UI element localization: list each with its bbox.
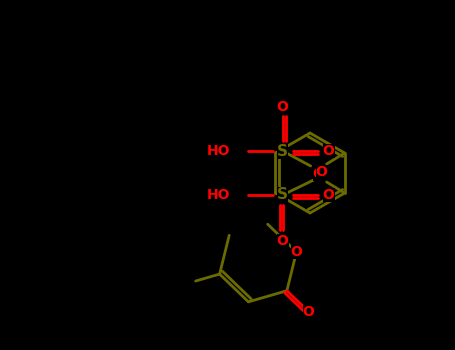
Text: O: O	[277, 100, 288, 114]
Text: O: O	[313, 167, 324, 181]
Text: O: O	[303, 304, 314, 318]
Text: O: O	[323, 188, 334, 202]
Text: O: O	[316, 165, 328, 179]
Text: S: S	[277, 188, 288, 203]
Text: O: O	[291, 245, 303, 259]
Text: HO: HO	[207, 188, 231, 202]
Text: S: S	[277, 144, 288, 159]
Text: HO: HO	[207, 144, 231, 158]
Text: O: O	[323, 144, 334, 158]
Text: O: O	[277, 234, 288, 248]
